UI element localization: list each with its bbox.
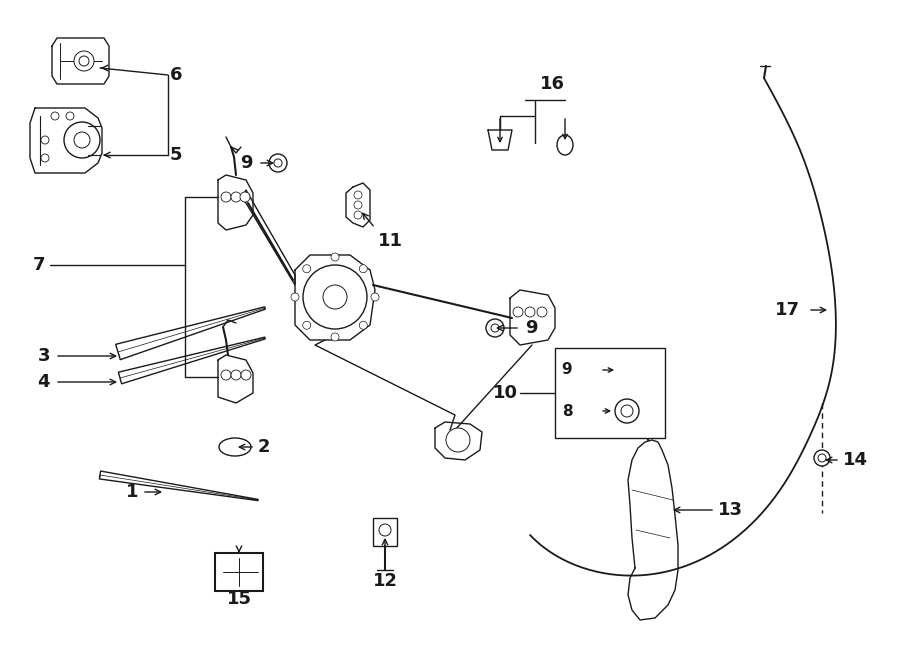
Circle shape [64,122,100,158]
Circle shape [74,132,90,148]
Circle shape [41,154,49,162]
Circle shape [51,112,59,120]
Circle shape [66,112,74,120]
Polygon shape [99,471,258,500]
Circle shape [618,361,636,379]
Circle shape [491,324,499,332]
Circle shape [41,136,49,144]
Circle shape [371,293,379,301]
Circle shape [354,191,362,199]
Polygon shape [628,440,678,620]
Circle shape [79,56,89,66]
Text: 9: 9 [525,319,537,337]
Text: 9: 9 [562,362,572,377]
Circle shape [291,293,299,301]
Circle shape [354,211,362,219]
Text: 9: 9 [240,154,253,172]
Circle shape [621,405,633,417]
Circle shape [359,264,367,273]
Circle shape [221,192,231,202]
Circle shape [359,321,367,329]
Text: 6: 6 [170,66,183,84]
Polygon shape [346,183,370,227]
Circle shape [231,192,241,202]
Text: 1: 1 [125,483,138,501]
Circle shape [623,366,631,374]
Polygon shape [52,38,109,84]
Circle shape [74,51,94,71]
Polygon shape [510,290,555,345]
Text: 11: 11 [378,232,403,250]
Polygon shape [30,108,102,173]
Circle shape [354,201,362,209]
Circle shape [302,264,310,273]
Text: 14: 14 [843,451,868,469]
Circle shape [241,370,251,380]
Circle shape [274,159,282,167]
Text: 13: 13 [718,501,743,519]
Circle shape [331,333,339,341]
Circle shape [818,454,826,462]
Ellipse shape [219,438,251,456]
Circle shape [302,321,310,329]
Text: 10: 10 [493,384,518,402]
Text: 16: 16 [539,75,564,93]
Polygon shape [218,175,253,230]
Circle shape [303,265,367,329]
Text: 3: 3 [38,347,50,365]
Polygon shape [488,130,512,150]
Text: 7: 7 [32,256,45,274]
Text: 17: 17 [775,301,800,319]
Circle shape [221,370,231,380]
Polygon shape [116,307,266,360]
Bar [555,348,665,438]
Circle shape [323,285,347,309]
Circle shape [486,319,504,337]
Polygon shape [119,337,266,384]
Bar [373,518,397,546]
Circle shape [240,192,250,202]
Text: 12: 12 [373,572,398,590]
Circle shape [814,450,830,466]
Circle shape [537,307,547,317]
Circle shape [615,399,639,423]
Polygon shape [435,422,482,460]
Polygon shape [218,355,253,403]
Circle shape [269,154,287,172]
Circle shape [640,392,652,404]
Polygon shape [243,190,295,285]
Text: 2: 2 [258,438,271,456]
Ellipse shape [557,135,573,155]
Circle shape [331,253,339,261]
Circle shape [231,370,241,380]
Circle shape [446,428,470,452]
Text: 8: 8 [562,403,572,418]
Text: 5: 5 [170,146,183,164]
Bar [215,553,263,591]
Circle shape [513,307,523,317]
Text: 15: 15 [227,590,251,608]
Circle shape [525,307,535,317]
Text: 4: 4 [38,373,50,391]
Polygon shape [295,255,375,340]
Circle shape [379,524,391,536]
